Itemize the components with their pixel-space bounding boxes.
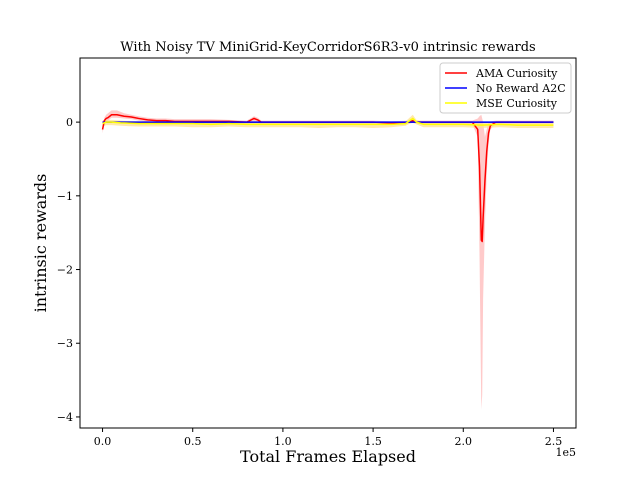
- x-tick-label: 1.0: [274, 435, 292, 448]
- x-axis-label: Total Frames Elapsed: [240, 447, 416, 466]
- y-tick-label: −4: [57, 411, 73, 424]
- y-tick-label: −3: [57, 337, 73, 350]
- x-tick-label: 1.5: [364, 435, 382, 448]
- x-tick-label: 2.5: [545, 435, 563, 448]
- chart-title: With Noisy TV MiniGrid-KeyCorridorS6R3-v…: [120, 40, 535, 55]
- legend-label: AMA Curiosity: [475, 67, 558, 80]
- legend: AMA Curiosity No Reward A2C MSE Curiosity: [439, 62, 572, 114]
- x-tick-label: 0.0: [94, 435, 112, 448]
- y-tick-label: −1: [57, 190, 73, 203]
- y-tick-label: −2: [57, 264, 73, 277]
- y-axis-label: intrinsic rewards: [31, 174, 50, 313]
- series-line-3: [102, 117, 554, 126]
- x-tick-label: 0.5: [184, 435, 202, 448]
- legend-label: MSE Curiosity: [476, 97, 558, 110]
- axes-frame: [79, 57, 577, 429]
- x-axis-offset: 1e5: [555, 446, 576, 459]
- x-tick-label: 2.0: [455, 435, 473, 448]
- legend-box: [439, 62, 572, 114]
- series-group: [101, 110, 554, 410]
- ticks: 0.0 0.5 1.0 1.5 2.0 2.5 0 −1 −2 −3 −4: [57, 116, 562, 448]
- legend-label: No Reward A2C: [476, 82, 566, 95]
- y-tick-label: 0: [66, 116, 73, 129]
- plot-area: [101, 110, 554, 410]
